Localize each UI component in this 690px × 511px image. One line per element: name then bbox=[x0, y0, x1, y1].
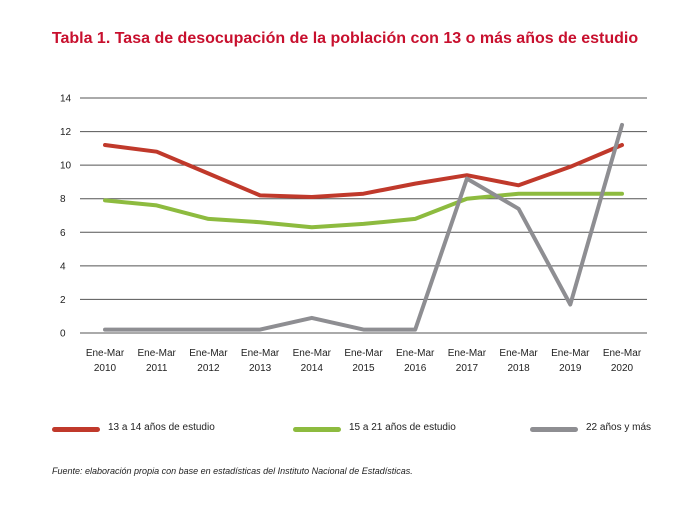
chart-title: Tabla 1. Tasa de desocupación de la pobl… bbox=[51, 30, 639, 47]
x-tick-label: 2016 bbox=[404, 363, 427, 374]
source-note: Fuente: elaboración propia con base en e… bbox=[52, 466, 413, 476]
x-tick-label: Ene-Mar bbox=[603, 348, 642, 359]
legend-swatch-series-3 bbox=[530, 427, 578, 432]
x-tick-label: Ene-Mar bbox=[344, 348, 383, 359]
y-tick-label: 6 bbox=[60, 228, 66, 239]
x-tick-label: 2010 bbox=[94, 363, 117, 374]
x-tick-label: Ene-Mar bbox=[241, 348, 280, 359]
x-tick-label: 2011 bbox=[146, 363, 168, 374]
x-axis-ticks: Ene-Mar 2010 Ene-Mar 2011 Ene-Mar 2012 Ene-Mar… bbox=[86, 348, 642, 374]
x-tick-label: Ene-Mar bbox=[189, 348, 228, 359]
y-tick-label: 0 bbox=[60, 329, 66, 340]
x-tick-label: Ene-Mar bbox=[293, 348, 332, 359]
y-tick-label: 10 bbox=[60, 161, 72, 172]
x-tick-label: Ene-Mar bbox=[551, 348, 590, 359]
x-tick-label: 2019 bbox=[559, 363, 582, 374]
x-tick-label: 2015 bbox=[352, 363, 375, 374]
x-tick-label: Ene-Mar bbox=[396, 348, 435, 359]
x-tick-label: 2012 bbox=[197, 363, 220, 374]
legend-swatch-series-2 bbox=[293, 427, 341, 432]
y-tick-label: 14 bbox=[60, 94, 72, 105]
series-lines bbox=[103, 122, 624, 332]
x-tick-label: Ene-Mar bbox=[86, 348, 125, 359]
y-axis-ticks: 0 2 4 6 8 10 12 14 bbox=[60, 94, 72, 340]
x-tick-label: Ene-Mar bbox=[448, 348, 487, 359]
gridlines bbox=[80, 97, 647, 334]
legend-swatch-series-1 bbox=[52, 427, 100, 432]
legend-label-series-3: 22 años y más bbox=[586, 422, 652, 433]
series-line-3 bbox=[103, 122, 624, 332]
x-tick-label: 2017 bbox=[456, 363, 479, 374]
x-tick-label: 2014 bbox=[301, 363, 324, 374]
x-tick-label: 2020 bbox=[611, 363, 634, 374]
y-tick-label: 12 bbox=[60, 127, 72, 138]
x-tick-label: 2018 bbox=[507, 363, 530, 374]
legend-label-series-1: 13 a 14 años de estudio bbox=[108, 422, 215, 433]
x-tick-label: Ene-Mar bbox=[499, 348, 538, 359]
legend-label-series-2: 15 a 21 años de estudio bbox=[349, 422, 456, 433]
x-tick-label: 2013 bbox=[249, 363, 272, 374]
series-line-1 bbox=[103, 143, 624, 199]
y-tick-label: 8 bbox=[60, 194, 66, 205]
y-tick-label: 2 bbox=[60, 295, 66, 306]
y-tick-label: 4 bbox=[60, 261, 66, 272]
x-tick-label: Ene-Mar bbox=[138, 348, 177, 359]
